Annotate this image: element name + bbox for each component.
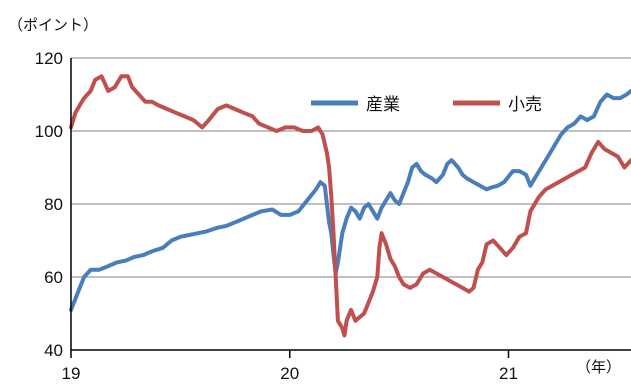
y-tick-label: 40 (44, 341, 63, 360)
legend-label: 小売 (508, 95, 542, 115)
x-tick-label: 19 (62, 364, 81, 383)
x-tick-label: 21 (499, 364, 518, 383)
y-tick-label: 60 (44, 268, 63, 287)
y-axis-unit-label: （ポイント） (8, 16, 98, 34)
grid-lines (71, 57, 631, 278)
legend-label: 産業 (366, 95, 400, 115)
series-lines (69, 74, 631, 338)
tick-labels: 40 60 80 100 120 19 20 21 (35, 49, 518, 383)
legend: 産業 小売 (311, 95, 542, 115)
series-line-retail (69, 74, 631, 338)
y-tick-label: 80 (44, 195, 63, 214)
series-line-industry (69, 88, 631, 312)
y-tick-label: 120 (35, 49, 63, 68)
axes (70, 58, 631, 358)
x-tick-label: 20 (280, 364, 299, 383)
y-tick-label: 100 (35, 122, 63, 141)
x-axis-unit-label: （年） (576, 358, 621, 376)
